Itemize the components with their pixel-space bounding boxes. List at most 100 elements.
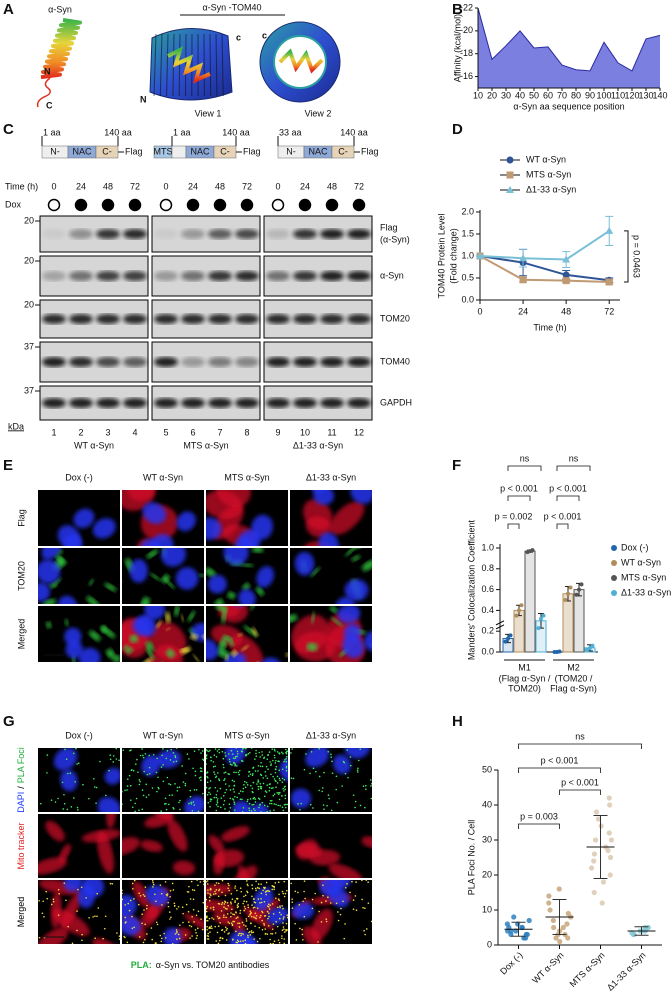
data-point: [563, 598, 568, 602]
foci: [171, 942, 174, 944]
foci: [255, 880, 257, 883]
foci: [282, 809, 285, 812]
signal: [122, 837, 140, 856]
y-axis-label: Affinity (kcal/mol): [452, 14, 462, 82]
foci: [155, 771, 158, 774]
foci: [255, 917, 258, 920]
foci: [141, 913, 143, 916]
band: [96, 271, 120, 281]
foci: [141, 789, 144, 791]
lane-number: 10: [300, 427, 310, 437]
foci: [297, 891, 299, 894]
foci: [278, 791, 280, 794]
foci: [118, 938, 120, 940]
foci: [221, 901, 224, 904]
foci: [188, 885, 190, 888]
foci: [291, 748, 293, 750]
band: [208, 271, 232, 281]
x-tick-sublabel: (TOM20 /: [555, 673, 593, 683]
foci: [193, 804, 196, 806]
foci: [123, 935, 125, 938]
foci: [182, 781, 185, 783]
annotation: p < 0.001: [549, 483, 587, 493]
foci: [273, 886, 275, 889]
panel-letter: A: [3, 1, 14, 18]
band: [208, 314, 232, 324]
micrograph-content: [206, 880, 288, 944]
signal: [140, 905, 159, 928]
foci: [243, 909, 245, 912]
foci: [148, 794, 150, 796]
foci: [270, 764, 272, 767]
foci: [124, 922, 127, 924]
foci: [196, 934, 199, 937]
structure-label: α-Syn: [48, 4, 72, 14]
lane-number: 1: [51, 427, 56, 437]
foci: [129, 799, 132, 801]
foci: [303, 880, 306, 882]
foci: [122, 892, 123, 895]
annotation: p < 0.001: [544, 511, 582, 521]
foci: [61, 781, 64, 784]
foci: [241, 798, 243, 801]
tag-label: Flag: [361, 146, 379, 156]
foci: [243, 783, 245, 786]
foci: [224, 771, 227, 773]
foci: [260, 761, 262, 764]
foci: [50, 799, 53, 801]
foci: [143, 895, 146, 898]
foci: [357, 759, 360, 762]
foci: [321, 787, 324, 789]
signal: [305, 748, 330, 768]
foci: [349, 756, 352, 758]
foci: [214, 748, 217, 750]
foci: [198, 749, 200, 751]
foci: [269, 802, 271, 805]
foci: [233, 784, 236, 787]
signal: [291, 614, 330, 654]
foci: [237, 752, 239, 755]
foci: [102, 937, 104, 940]
band: [293, 398, 317, 408]
foci: [207, 892, 209, 894]
foci: [278, 911, 281, 914]
foci: [262, 782, 265, 785]
foci: [115, 748, 118, 750]
signal: [55, 944, 83, 972]
foci: [354, 806, 356, 809]
data-point: [591, 889, 597, 896]
signal: [256, 586, 264, 596]
band: [266, 357, 290, 367]
signal: [279, 757, 288, 783]
dox-marker: [325, 198, 339, 212]
signal: [165, 627, 171, 631]
foci: [144, 923, 146, 926]
foci: [249, 930, 251, 933]
foci: [251, 931, 253, 934]
foci: [352, 908, 355, 910]
column-label: WT α-Syn: [143, 730, 183, 740]
foci: [216, 915, 219, 918]
foci: [255, 749, 257, 752]
foci: [263, 886, 265, 889]
signal: [183, 913, 204, 935]
foci: [46, 772, 48, 774]
foci: [370, 920, 372, 923]
y-tick-label: 10: [482, 904, 492, 914]
data-point: [595, 816, 602, 822]
foci: [322, 804, 325, 806]
band: [208, 398, 232, 408]
signal: [350, 490, 372, 504]
foci: [268, 912, 270, 915]
foci: [259, 803, 261, 806]
foci: [221, 880, 224, 882]
signal: [106, 648, 115, 659]
x-axis-label: Time (h): [533, 322, 566, 332]
foci: [252, 898, 255, 900]
foci: [311, 907, 314, 910]
foci: [314, 892, 316, 895]
time-label: 48: [215, 181, 225, 191]
foci: [152, 881, 154, 884]
foci: [93, 777, 95, 780]
foci: [259, 902, 261, 904]
